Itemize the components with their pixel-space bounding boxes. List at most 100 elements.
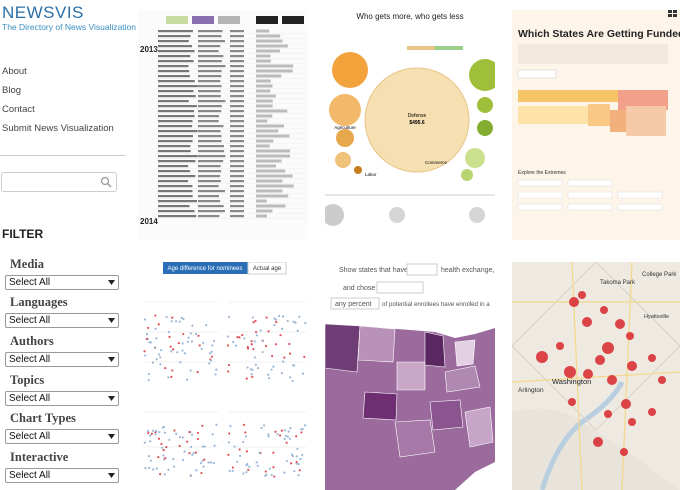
scatter-dot	[295, 435, 298, 438]
scatter-dot	[192, 451, 195, 455]
bubble-label: $495.6	[409, 120, 425, 126]
thumbnail[interactable]: Which States Are Getting Funded? Explore…	[512, 10, 680, 240]
scatter-dot	[143, 318, 147, 321]
row-text	[230, 140, 244, 143]
scatter-dot	[145, 332, 149, 336]
scatter-dot	[301, 428, 304, 431]
scatter-dot	[213, 444, 216, 447]
thumbnail[interactable]: 2013 2014	[138, 10, 308, 240]
scatter-dot	[272, 365, 275, 368]
scatter-dot	[244, 431, 247, 434]
scatter-dot	[158, 473, 162, 476]
scatter-dot	[272, 451, 275, 454]
row-text	[158, 70, 190, 73]
scatter-dot	[292, 364, 295, 367]
row-text	[158, 30, 193, 33]
scatter-dot	[211, 433, 214, 436]
scatter-dot	[259, 329, 262, 332]
row-text	[158, 155, 198, 158]
thumb-funding: Which States Are Getting Funded? Explore…	[517, 28, 680, 211]
row-text	[158, 60, 194, 63]
filter-select[interactable]: Select All	[5, 275, 119, 290]
row-bar	[256, 119, 268, 123]
search-box[interactable]	[1, 172, 117, 192]
site-title[interactable]: NEWSVIS	[2, 3, 84, 22]
filter-label: Media	[10, 257, 45, 271]
scatter-dot	[250, 373, 253, 376]
scatter-dot	[191, 324, 194, 327]
tab[interactable]: Age difference for nominees	[168, 266, 243, 272]
filter-select[interactable]: Select All	[5, 313, 119, 328]
scatter-dot	[173, 429, 176, 432]
row-text	[198, 145, 224, 148]
scatter-dot	[153, 346, 156, 349]
thumbnail[interactable]: Takoma Park College Park Hyattsville Arl…	[512, 262, 680, 490]
scatter-dot	[255, 334, 259, 337]
map-marker	[648, 354, 656, 362]
row-text	[158, 210, 195, 213]
nav-link[interactable]: Submit News Visualization	[2, 123, 114, 134]
thumbnail[interactable]: Age difference for nominees Actual age	[138, 262, 308, 490]
map-text: of potential enrollees have enrolled in …	[382, 301, 490, 308]
year-label: 2013	[140, 45, 158, 54]
dropdown[interactable]: any percent	[335, 301, 372, 308]
scatter-dot	[168, 438, 171, 441]
scatter-dot	[227, 441, 231, 444]
row-bar	[256, 59, 271, 63]
search-icon[interactable]	[100, 176, 112, 188]
nav-link[interactable]: About	[2, 66, 27, 77]
divider	[0, 155, 126, 156]
row-bar	[256, 109, 288, 113]
scatter-dot	[191, 433, 194, 436]
scatter-dot	[283, 471, 286, 474]
scatter-dot	[261, 339, 264, 342]
row-bar	[256, 44, 288, 48]
scatter-dot	[296, 447, 299, 451]
map-marker	[627, 361, 637, 371]
filter-select[interactable]: Select All	[5, 429, 119, 444]
row-text	[198, 60, 222, 63]
scatter-dot	[160, 442, 163, 446]
scatter-dot	[163, 431, 166, 434]
row-text	[158, 50, 195, 53]
scatter-dot	[147, 372, 150, 376]
select-value: Select All	[9, 470, 51, 481]
thumbnail[interactable]: Show states that have a health exchange,…	[325, 262, 495, 490]
filter-select[interactable]: Select All	[5, 391, 119, 406]
thumb-table: 2013 2014	[138, 10, 308, 240]
scatter-dot	[148, 466, 151, 469]
filter-select[interactable]: Select All	[5, 352, 119, 367]
thumbnail[interactable]: Who gets more, who gets less Defense $49…	[325, 10, 495, 240]
row-bar	[256, 214, 268, 218]
nav-link[interactable]: Contact	[2, 104, 35, 115]
row-bar	[256, 164, 277, 168]
map-marker	[620, 448, 628, 456]
select-value: Select All	[9, 315, 51, 326]
scatter-dot	[212, 461, 215, 465]
map-marker	[595, 355, 605, 365]
row-text	[198, 210, 225, 213]
map-text: and chose	[343, 285, 375, 292]
scatter-dot	[242, 472, 245, 475]
scatter-dot	[149, 434, 152, 437]
nav-link[interactable]: Blog	[2, 85, 22, 96]
row-text	[230, 70, 244, 73]
scatter-dot	[246, 345, 249, 349]
select-arrow	[108, 434, 115, 439]
filter-select[interactable]: Select All	[5, 468, 119, 483]
scatter-dot	[170, 350, 173, 353]
tab[interactable]: Actual age	[253, 266, 282, 272]
scatter-dot	[195, 469, 198, 472]
scatter-dot	[303, 355, 306, 359]
scatter-dot	[171, 316, 174, 319]
scatter-dot	[288, 352, 292, 355]
row-text	[230, 40, 244, 43]
scatter-dot	[189, 369, 192, 372]
grid-icon[interactable]	[668, 10, 678, 18]
scatter-dot	[147, 379, 150, 382]
scatter-dot	[253, 340, 256, 343]
row-text	[158, 165, 189, 168]
scatter-dot	[160, 446, 164, 449]
row-bar	[256, 69, 293, 73]
row-text	[198, 185, 219, 188]
